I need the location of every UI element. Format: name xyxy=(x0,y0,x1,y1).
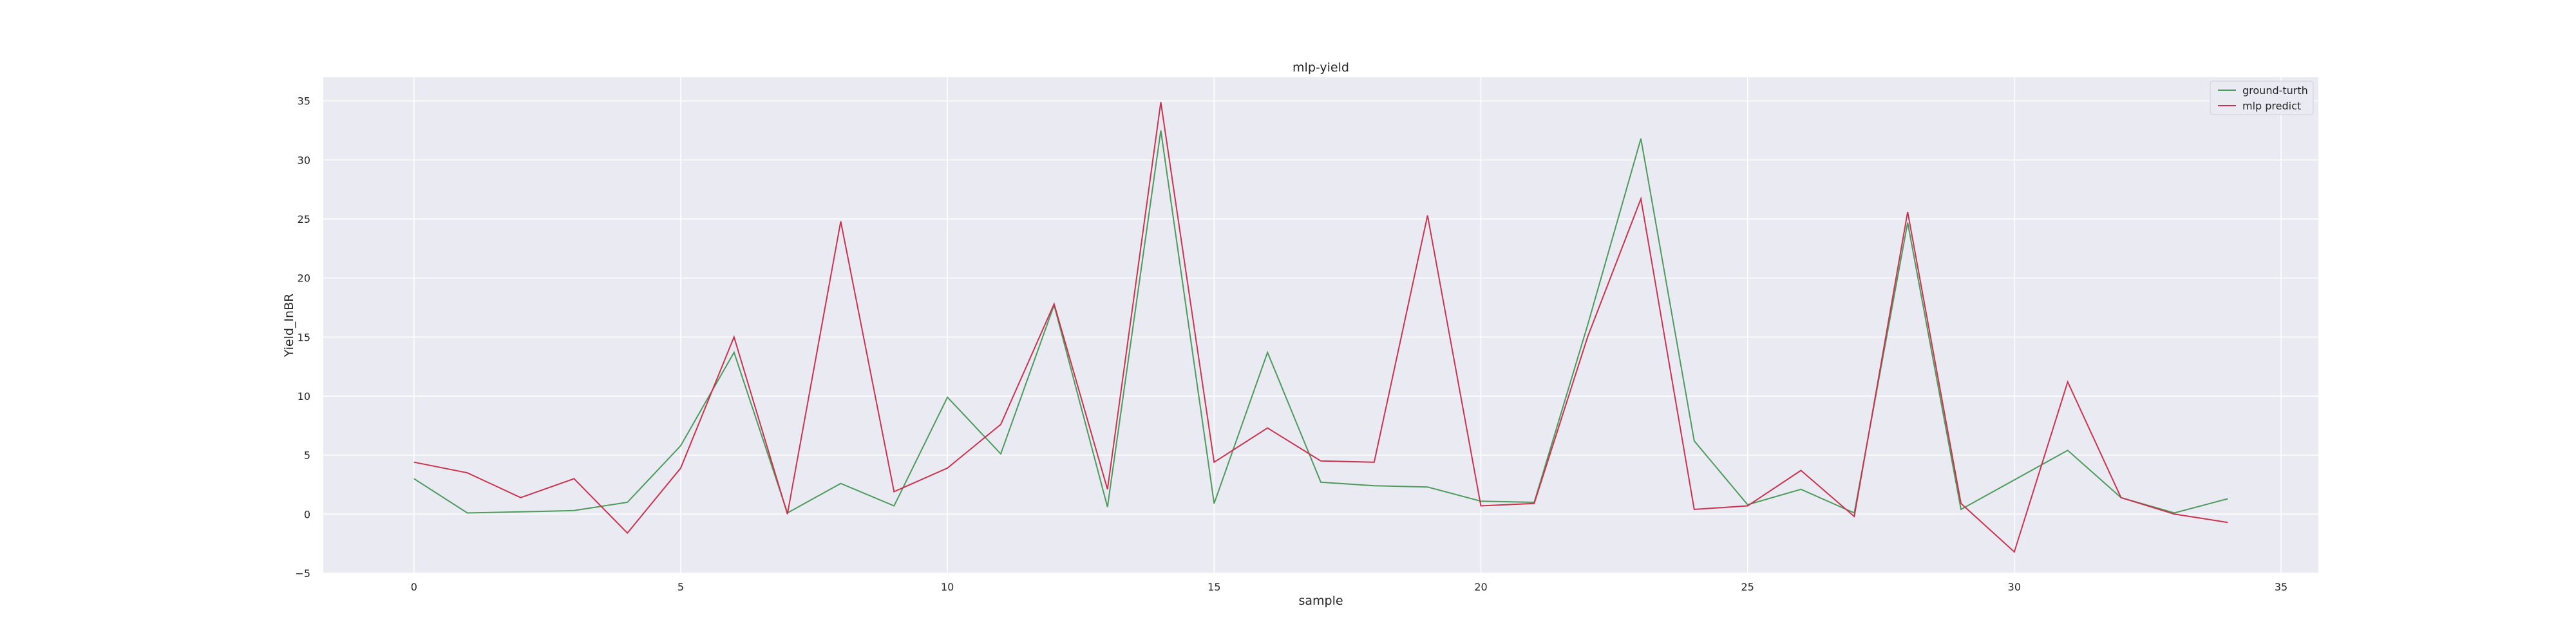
y-tick-label: 15 xyxy=(298,331,310,343)
x-tick-label: 10 xyxy=(941,581,954,593)
chart-title: mlp-yield xyxy=(1293,61,1349,75)
series-line-mlp-predict xyxy=(413,102,2228,553)
y-tick-label: 25 xyxy=(298,213,310,225)
x-tick-label: 35 xyxy=(2275,581,2287,593)
y-tick-label: −5 xyxy=(295,567,310,580)
series-layer xyxy=(413,102,2228,553)
series-line-ground-turth xyxy=(413,130,2228,514)
y-tick-label: 10 xyxy=(298,390,310,402)
y-tick-label: 20 xyxy=(298,272,310,285)
x-axis-label: sample xyxy=(1298,594,1343,608)
y-tick-label: 30 xyxy=(298,154,310,166)
x-tick-label: 5 xyxy=(677,581,684,593)
y-tick-label: 5 xyxy=(304,450,310,462)
y-tick-labels: −5 0 5 10 15 20 25 30 35 xyxy=(295,95,310,580)
x-tick-label: 25 xyxy=(1741,581,1754,593)
x-tick-labels: 0 5 10 15 20 25 30 35 xyxy=(411,581,2287,593)
grid xyxy=(323,77,2318,574)
plot-area xyxy=(323,77,2318,573)
x-tick-label: 20 xyxy=(1474,581,1487,593)
y-tick-label: 0 xyxy=(304,508,310,520)
y-tick-label: 35 xyxy=(298,95,310,108)
x-tick-label: 30 xyxy=(2008,581,2021,593)
legend-label-ground-turth: ground-turth xyxy=(2242,84,2308,97)
legend-label-mlp-predict: mlp predict xyxy=(2242,100,2301,112)
x-tick-label: 0 xyxy=(411,581,417,593)
x-tick-label: 15 xyxy=(1208,581,1220,593)
y-axis-label: Yield_InBR xyxy=(282,294,296,358)
legend: ground-turth mlp predict xyxy=(2210,80,2314,115)
